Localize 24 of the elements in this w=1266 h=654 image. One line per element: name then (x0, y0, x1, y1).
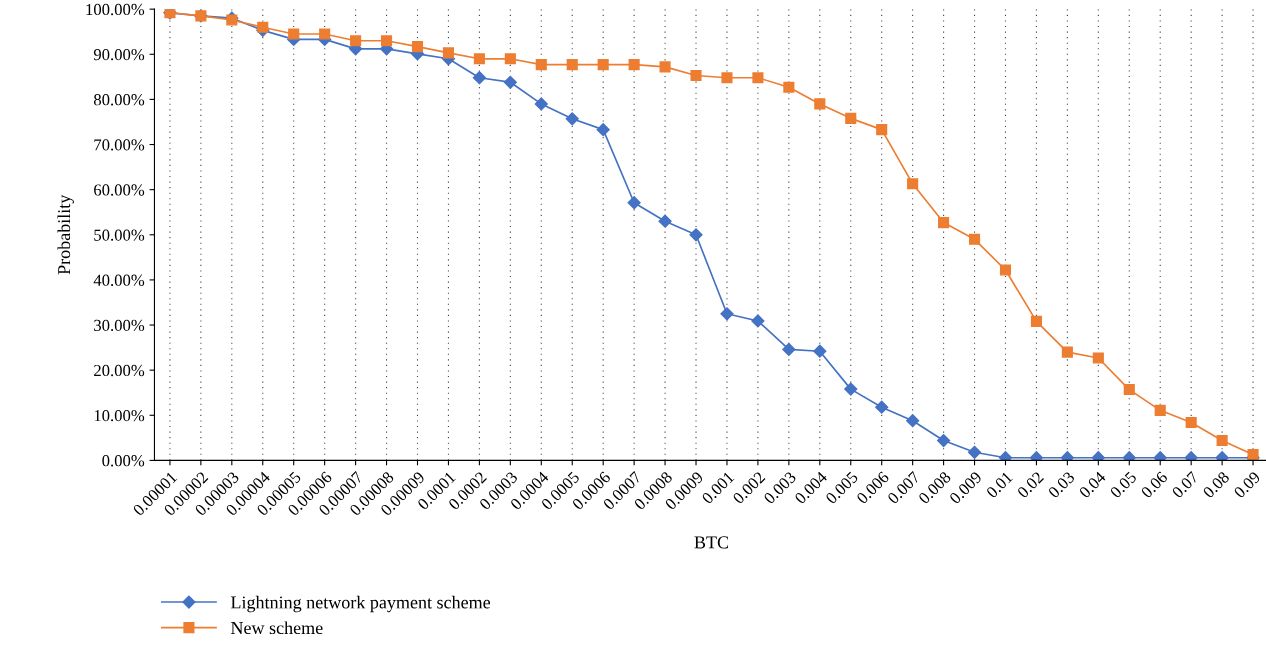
x-tick-label: 0.03 (1047, 470, 1076, 499)
x-tick-label: 0.04 (1078, 470, 1107, 499)
y-tick-label: 10.00% (94, 409, 145, 422)
y-tick-label: 0.00% (102, 455, 145, 467)
y-tick-label: 20.00% (94, 364, 145, 377)
y-tick-label: 50.00% (94, 229, 145, 241)
x-tick-label: 0.05 (1109, 470, 1138, 499)
x-axis-title: BTC (694, 536, 729, 549)
legend-label: Lightning network payment scheme (230, 595, 491, 613)
x-tick-label: 0.01 (985, 471, 1014, 499)
y-axis-title: Probability (57, 194, 74, 275)
x-tick-label: 0.02 (1016, 471, 1045, 499)
x-tick-label: 0.07 (1171, 470, 1200, 499)
y-tick-label: 70.00% (94, 139, 145, 151)
y-tick-label: 40.00% (93, 274, 145, 286)
x-tick-label: 0.08 (1202, 470, 1231, 499)
y-tick-label: 60.00% (94, 184, 145, 196)
legend-label: New scheme (230, 621, 323, 635)
x-tick-label: 0.09 (1233, 470, 1261, 499)
y-tick-label: 30.00% (94, 319, 145, 332)
y-tick-label: 80.00% (93, 94, 145, 106)
y-tick-label: 100.00% (86, 3, 145, 16)
x-tick-label: 0.06 (1140, 470, 1169, 499)
y-tick-label: 90.00% (93, 48, 145, 61)
